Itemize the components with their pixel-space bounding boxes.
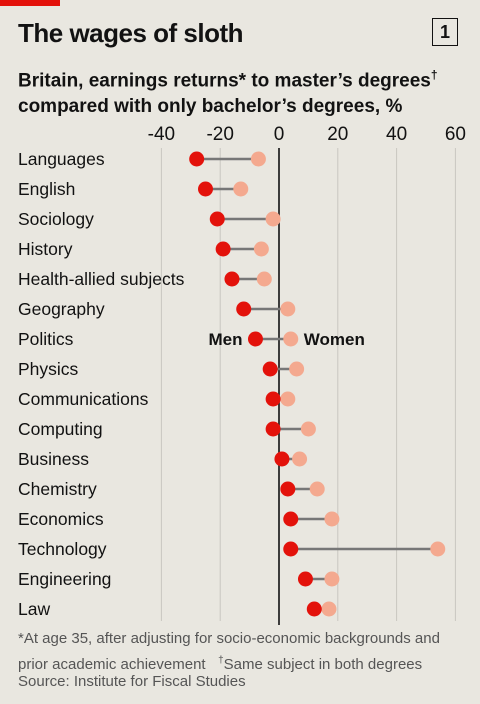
category-label: Business: [18, 449, 89, 469]
women-dot: [292, 451, 308, 467]
women-dot: [300, 421, 316, 437]
men-dot: [265, 421, 281, 437]
women-dot: [256, 271, 272, 287]
category-label: Technology: [18, 539, 107, 559]
men-dot: [265, 391, 281, 407]
women-dot: [309, 481, 325, 497]
x-tick-label: 40: [386, 124, 407, 145]
legend-label-women: Women: [304, 330, 365, 349]
x-tick-label: 60: [445, 124, 466, 145]
women-dot: [283, 331, 299, 347]
category-label: Geography: [18, 299, 105, 319]
women-dot: [265, 211, 281, 227]
x-tick-label: -20: [206, 124, 233, 145]
men-dot: [209, 211, 225, 227]
men-dot: [280, 481, 296, 497]
women-dot: [324, 571, 340, 587]
women-dot: [253, 241, 269, 257]
footnote-dagger-text: Same subject in both degrees: [223, 656, 423, 673]
men-dot: [247, 331, 263, 347]
footnote-dagger: †: [218, 655, 224, 666]
category-label: Health-allied subjects: [18, 269, 185, 289]
men-dot: [198, 181, 213, 197]
category-label: Computing: [18, 419, 103, 439]
category-label: Communications: [18, 389, 149, 409]
category-label: Engineering: [18, 569, 111, 589]
chart-number-badge: 1: [432, 18, 458, 46]
category-label: Economics: [18, 509, 104, 529]
women-dot: [324, 511, 340, 527]
women-dot: [280, 301, 296, 317]
category-label: English: [18, 179, 75, 199]
men-dot: [215, 241, 231, 257]
women-dot: [430, 541, 446, 557]
women-dot: [250, 151, 266, 167]
footnote: *At age 35, after adjusting for socio-ec…: [18, 628, 468, 676]
women-dot: [280, 391, 296, 407]
x-tick-label: 20: [327, 124, 348, 145]
men-dot: [283, 511, 299, 527]
women-dot: [289, 361, 305, 377]
source-note: Source: Institute for Fiscal Studies: [18, 673, 246, 690]
category-label: Languages: [18, 149, 105, 169]
women-dot: [321, 601, 337, 617]
brand-bar: [0, 0, 60, 6]
men-dot: [189, 151, 205, 167]
category-label: Chemistry: [18, 479, 97, 499]
x-tick-label: 0: [274, 124, 285, 145]
category-label: Politics: [18, 329, 74, 349]
category-label: Sociology: [18, 209, 94, 229]
x-tick-label: -40: [148, 124, 175, 145]
men-dot: [236, 301, 252, 317]
chart-subtitle: Britain, earnings returns* to master’s d…: [18, 62, 468, 120]
category-label: History: [18, 239, 73, 259]
subtitle-line-1: Britain, earnings returns* to master’s d…: [18, 70, 431, 92]
dot-plot: -40 -20 0 20 40 60 Languages English Sociology Hi…: [18, 124, 466, 625]
men-dot: [297, 571, 313, 587]
subtitle-line-2: compared with only bachelor’s degrees, %: [18, 96, 403, 118]
men-dot: [224, 271, 240, 287]
men-dot: [274, 451, 290, 467]
men-dot: [283, 541, 299, 557]
men-dot: [306, 601, 322, 617]
chart-title: The wages of sloth: [18, 18, 244, 48]
women-dot: [233, 181, 249, 197]
subtitle-dagger: †: [430, 68, 438, 82]
category-label: Physics: [18, 359, 79, 379]
footnote-text: *At age 35, after adjusting for socio-ec…: [18, 630, 440, 673]
category-label: Law: [18, 599, 50, 619]
men-dot: [262, 361, 278, 377]
legend-label-men: Men: [208, 330, 242, 349]
